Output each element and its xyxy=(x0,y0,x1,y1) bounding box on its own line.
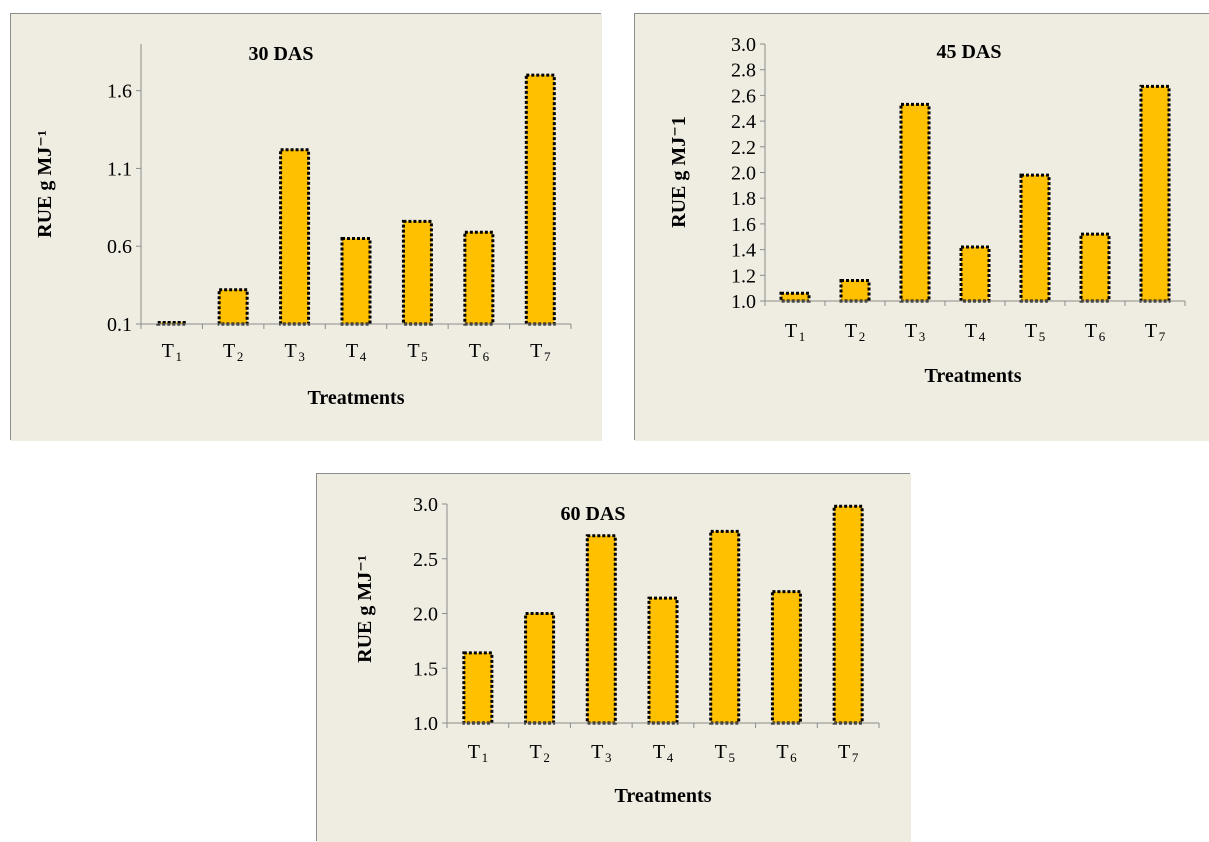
chart-2-y-axis-title: RUE g MJ⁻¹ xyxy=(354,555,376,663)
chart-1-x-axis-title: Treatments xyxy=(924,365,1021,387)
chart-2-category-label-2: T xyxy=(529,741,541,763)
chart-1-ytick-label-3: 1.6 xyxy=(731,214,756,236)
chart-0-bar-6 xyxy=(463,230,495,326)
chart-0-category-label-1: T xyxy=(162,340,174,362)
chart-1-ytick-label-0: 1.0 xyxy=(731,291,756,313)
chart-2-ytick-label-3: 2.5 xyxy=(413,549,438,571)
chart-0-category-sub-6: 6 xyxy=(483,349,490,364)
chart-2-ytick-label-2: 2.0 xyxy=(413,604,438,626)
chart-1-category-sub-1: 1 xyxy=(799,329,806,344)
chart-0-bar-1 xyxy=(156,320,188,326)
chart-0-ytick-label-0: 0.1 xyxy=(107,314,132,336)
chart-panel-30-das: 0.1 0.6 1.1 1.6 T 1 T 2 T 3 T 4 T 5 T 6 T 7 30 DAS Treatmen… xyxy=(10,13,602,441)
chart-0-category-label-3: T xyxy=(284,340,296,362)
chart-1-bar-5 xyxy=(1019,173,1051,303)
chart-0-category-label-6: T xyxy=(469,340,481,362)
chart-2-category-label-1: T xyxy=(468,741,480,763)
chart-1-category-sub-7: 7 xyxy=(1159,329,1166,344)
chart-0-y-axis-title: RUE g MJ⁻¹ xyxy=(34,130,56,238)
chart-2-x-axis-title: Treatments xyxy=(614,785,711,807)
chart-0-category-label-2: T xyxy=(223,340,235,362)
chart-1-ytick-label-1: 1.2 xyxy=(731,265,756,287)
chart-2-category-label-3: T xyxy=(591,741,603,763)
chart-1-category-label-3: T xyxy=(905,320,917,342)
chart-1-ytick-label-9: 2.8 xyxy=(731,60,756,82)
chart-2-bar-1 xyxy=(462,651,494,725)
chart-2-bar-3 xyxy=(585,534,617,725)
chart-1-category-sub-6: 6 xyxy=(1099,329,1106,344)
chart-1-ytick-label-2: 1.4 xyxy=(731,240,756,262)
chart-1-ytick-label-10: 3.0 xyxy=(731,34,756,56)
chart-1-y-axis-title: RUE g MJ⁻1 xyxy=(668,116,690,228)
chart-2-bar-4 xyxy=(647,596,679,725)
chart-0-ytick-label-2: 1.1 xyxy=(107,158,132,180)
chart-1-category-label-1: T xyxy=(785,320,797,342)
chart-panel-45-das: 1.0 1.2 1.4 1.6 1.8 2.0 2.2 2.4 2.6 2.8 3.0 T 1 T 2 T 3 T… xyxy=(634,13,1209,441)
chart-1-bar-7 xyxy=(1139,84,1171,303)
chart-2-category-label-5: T xyxy=(715,741,727,763)
chart-2-category-sub-6: 6 xyxy=(790,750,797,765)
chart-1-category-label-4: T xyxy=(965,320,977,342)
chart-2-bar-7 xyxy=(832,504,864,725)
chart-0-ytick-label-3: 1.6 xyxy=(107,81,132,103)
chart-panel-60-das: 1.0 1.5 2.0 2.5 3.0 T 1 T 2 T 3 T 4 T 5 T 6 T 7 60 DAS Treat… xyxy=(316,473,911,842)
chart-0-ytick-label-1: 0.6 xyxy=(107,236,132,258)
chart-1-category-sub-5: 5 xyxy=(1039,329,1046,344)
chart-0-category-sub-1: 1 xyxy=(175,349,182,364)
chart-0-bar-7 xyxy=(524,73,556,326)
chart-2-ytick-label-0: 1.0 xyxy=(413,713,438,735)
chart-2-category-label-4: T xyxy=(653,741,665,763)
chart-45-das: 1.01.21.41.61.82.02.22.42.62.83.0T 1 T 2 T 3 T… xyxy=(635,14,1209,441)
chart-0-category-sub-2: 2 xyxy=(237,349,244,364)
chart-60-das: 1.01.52.02.53.0T 1 T 2 T 3 T 4 T 5 T 6 T 760 DASTreat… xyxy=(317,474,911,842)
chart-2-category-sub-5: 5 xyxy=(728,750,735,765)
chart-2-category-sub-1: 1 xyxy=(482,750,489,765)
chart-0-bar-2 xyxy=(217,288,249,326)
chart-0-category-label-4: T xyxy=(346,340,358,362)
chart-30-das: 0.10.61.11.6T 1 T 2 T 3 T 4 T 5 T 6 T 730 DASTreatmen… xyxy=(11,14,602,441)
chart-1-category-sub-4: 4 xyxy=(979,329,986,344)
chart-0-category-sub-5: 5 xyxy=(421,349,428,364)
chart-2-category-sub-4: 4 xyxy=(667,750,674,765)
chart-2-ytick-label-4: 3.0 xyxy=(413,494,438,516)
chart-0-bar-5 xyxy=(401,219,433,326)
chart-0-x-axis-title: Treatments xyxy=(307,387,404,409)
chart-0-category-sub-4: 4 xyxy=(360,349,367,364)
chart-2-ytick-label-1: 1.5 xyxy=(413,658,438,680)
chart-0-category-sub-3: 3 xyxy=(298,349,305,364)
chart-1-ytick-label-5: 2.0 xyxy=(731,163,756,185)
chart-0-category-sub-7: 7 xyxy=(544,349,551,364)
chart-1-ytick-label-4: 1.8 xyxy=(731,188,756,210)
chart-2-bar-5 xyxy=(709,529,741,725)
chart-1-category-sub-2: 2 xyxy=(859,329,866,344)
chart-1-bar-4 xyxy=(959,245,991,303)
chart-1-title: 45 DAS xyxy=(936,41,1001,63)
chart-0-title: 30 DAS xyxy=(248,43,313,65)
chart-1-ytick-label-8: 2.6 xyxy=(731,85,756,107)
chart-1-category-label-6: T xyxy=(1085,320,1097,342)
chart-2-bar-6 xyxy=(770,590,802,725)
chart-0-category-label-7: T xyxy=(530,340,542,362)
chart-2-category-sub-7: 7 xyxy=(852,750,859,765)
chart-0-bar-4 xyxy=(340,236,372,326)
chart-1-category-label-2: T xyxy=(845,320,857,342)
chart-1-category-sub-3: 3 xyxy=(919,329,926,344)
chart-2-category-sub-3: 3 xyxy=(605,750,612,765)
chart-1-category-label-7: T xyxy=(1145,320,1157,342)
chart-1-ytick-label-6: 2.2 xyxy=(731,137,756,159)
chart-2-bar-2 xyxy=(524,612,556,725)
chart-1-category-label-5: T xyxy=(1025,320,1037,342)
chart-1-bar-2 xyxy=(839,278,871,303)
chart-1-bar-1 xyxy=(779,291,811,303)
chart-1-bar-6 xyxy=(1079,232,1111,303)
chart-2-category-label-7: T xyxy=(838,741,850,763)
chart-0-bar-3 xyxy=(279,148,311,326)
chart-0-category-label-5: T xyxy=(407,340,419,362)
chart-1-bar-3 xyxy=(899,102,931,303)
chart-1-ytick-label-7: 2.4 xyxy=(731,111,756,133)
chart-2-category-label-6: T xyxy=(776,741,788,763)
chart-2-category-sub-2: 2 xyxy=(543,750,550,765)
chart-2-title: 60 DAS xyxy=(560,503,625,525)
